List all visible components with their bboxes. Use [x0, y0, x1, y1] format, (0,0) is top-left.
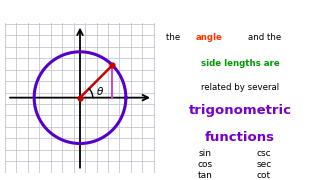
Text: side lengths are: side lengths are [201, 58, 279, 68]
Text: csc: csc [257, 149, 271, 158]
Text: related by several: related by several [201, 83, 279, 92]
Text: θ: θ [97, 87, 103, 97]
Text: sec: sec [256, 160, 272, 169]
Text: and the: and the [248, 33, 281, 42]
Text: cos: cos [197, 160, 212, 169]
Text: trigonometric: trigonometric [188, 104, 292, 117]
Text: cot: cot [257, 171, 271, 180]
Text: functions: functions [205, 131, 275, 144]
Text: the: the [166, 33, 183, 42]
Text: tan: tan [197, 171, 212, 180]
Text: sin: sin [198, 149, 211, 158]
Text: angle: angle [195, 33, 222, 42]
Text: Deriving the Trigonometric Functions: Deriving the Trigonometric Functions [37, 4, 283, 17]
